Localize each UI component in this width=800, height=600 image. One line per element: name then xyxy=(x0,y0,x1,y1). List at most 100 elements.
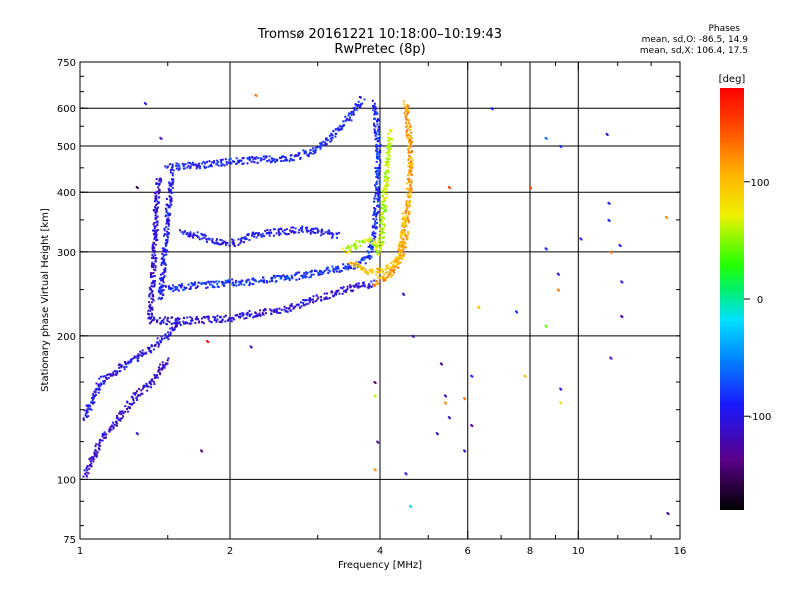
echo-point xyxy=(87,472,90,475)
echo-point xyxy=(295,303,298,306)
echo-point xyxy=(405,187,408,190)
echo-point xyxy=(120,410,123,413)
echo-point xyxy=(91,458,94,461)
echo-point xyxy=(189,167,192,170)
echo-point xyxy=(478,306,481,309)
echo-point xyxy=(152,255,155,258)
echo-point xyxy=(356,264,359,267)
echo-point xyxy=(217,280,220,283)
echo-point xyxy=(393,269,396,272)
echo-point xyxy=(180,283,183,286)
echo-point xyxy=(379,271,382,274)
echo-point xyxy=(165,253,168,256)
echo-point xyxy=(195,167,198,170)
echo-point xyxy=(336,267,339,270)
echo-point xyxy=(385,265,388,268)
echo-point xyxy=(242,162,245,165)
echo-point xyxy=(374,112,377,115)
echo-point xyxy=(278,275,281,278)
echo-point xyxy=(157,206,160,209)
echo-point xyxy=(306,271,309,274)
echo-point xyxy=(279,311,282,314)
echo-point xyxy=(96,388,99,391)
echo-point xyxy=(86,469,89,472)
echo-point xyxy=(405,207,408,210)
echo-point xyxy=(303,272,306,275)
echo-point xyxy=(278,232,281,235)
echo-point xyxy=(88,467,91,470)
echo-point xyxy=(160,262,163,265)
echo-point xyxy=(136,398,139,401)
echo-point xyxy=(382,270,385,273)
echo-point xyxy=(310,273,313,276)
echo-point xyxy=(375,181,378,184)
echo-point xyxy=(376,148,379,151)
echo-point xyxy=(216,285,219,288)
echo-point xyxy=(243,317,246,320)
echo-point xyxy=(257,157,260,160)
y-tick-label: 100 xyxy=(57,475,76,486)
echo-point xyxy=(409,156,412,159)
echo-point xyxy=(385,151,388,154)
echo-point xyxy=(224,282,227,285)
echo-point xyxy=(102,380,105,383)
echo-point xyxy=(270,309,273,312)
echo-point xyxy=(201,450,204,453)
echo-point xyxy=(170,192,173,195)
echo-point xyxy=(403,253,406,256)
echo-point xyxy=(377,130,380,133)
echo-point xyxy=(88,407,91,410)
echo-point xyxy=(401,218,404,221)
echo-point xyxy=(239,281,242,284)
echo-point xyxy=(306,230,309,233)
echo-point xyxy=(152,271,155,274)
echo-point xyxy=(171,178,174,181)
echo-point xyxy=(177,168,180,171)
echo-point xyxy=(150,297,153,300)
echo-point xyxy=(309,298,312,301)
echo-point xyxy=(380,212,383,215)
echo-point xyxy=(236,161,239,164)
echo-point xyxy=(261,234,264,237)
echo-point xyxy=(289,304,292,307)
echo-point xyxy=(300,305,303,308)
echo-point xyxy=(154,195,157,198)
echo-point xyxy=(141,392,144,395)
echo-point xyxy=(385,183,388,186)
echo-point xyxy=(354,261,357,264)
echo-point xyxy=(153,221,156,224)
echo-point xyxy=(283,308,286,311)
echo-point xyxy=(342,120,345,123)
echo-point xyxy=(332,233,335,236)
echo-point xyxy=(371,99,374,102)
echo-point xyxy=(406,238,409,241)
echo-point xyxy=(165,336,168,339)
echo-point xyxy=(272,157,275,160)
echo-point xyxy=(406,108,409,111)
echo-point xyxy=(325,296,328,299)
echo-point xyxy=(305,229,308,232)
echo-point xyxy=(369,246,372,249)
echo-point xyxy=(161,250,164,253)
echo-point xyxy=(163,232,166,235)
echo-point xyxy=(97,443,100,446)
echo-point xyxy=(162,281,165,284)
echo-point xyxy=(245,279,248,282)
echo-point xyxy=(405,203,408,206)
echo-point xyxy=(136,390,139,393)
echo-point xyxy=(259,159,262,162)
echo-point xyxy=(370,250,373,253)
echo-point xyxy=(159,273,162,276)
echo-point xyxy=(163,364,166,367)
echo-point xyxy=(335,290,338,293)
echo-point xyxy=(405,131,408,134)
echo-point xyxy=(225,163,228,166)
echo-point xyxy=(162,293,165,296)
echo-point xyxy=(125,407,128,410)
echo-point xyxy=(124,405,127,408)
echo-point xyxy=(250,346,253,349)
echo-point xyxy=(152,263,155,266)
echo-point xyxy=(90,396,93,399)
echo-point xyxy=(155,210,158,213)
